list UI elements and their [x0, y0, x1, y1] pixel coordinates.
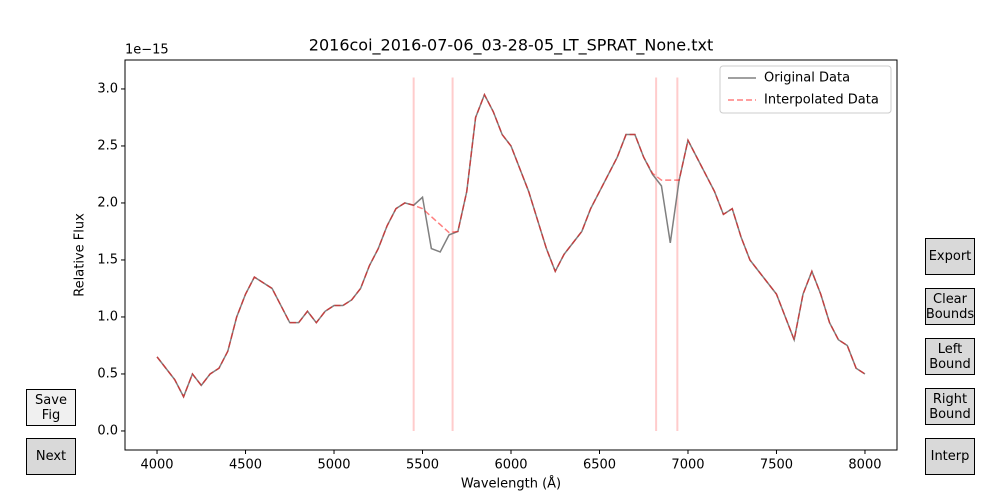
- series-line: [156, 92, 866, 399]
- x-tick-label: 5500: [406, 458, 439, 473]
- y-tick-label: 1.0: [97, 309, 118, 324]
- x-axis-label: Wavelength (Å): [461, 476, 561, 492]
- x-tick-label: 6000: [494, 458, 527, 473]
- x-tick-label: 8000: [848, 458, 881, 473]
- button[interactable]: Right Bound: [925, 388, 975, 425]
- y-tick-label: 2.5: [97, 138, 118, 153]
- legend-label: Original Data: [764, 71, 850, 86]
- x-tick-label: 7500: [760, 458, 793, 473]
- y-tick-label: 3.0: [97, 81, 118, 96]
- plot-frame: [124, 59, 898, 451]
- button[interactable]: Export: [925, 238, 975, 275]
- series-line: [156, 92, 866, 399]
- y-tick-label: 0.5: [97, 366, 118, 381]
- legend-label: Interpolated Data: [764, 93, 879, 108]
- button[interactable]: Interp: [925, 438, 975, 475]
- x-tick-label: 5000: [317, 458, 350, 473]
- legend-box: [719, 65, 892, 114]
- button[interactable]: Clear Bounds: [925, 288, 975, 325]
- x-tick-label: 7000: [671, 458, 704, 473]
- x-tick-label: 4500: [229, 458, 262, 473]
- y-axis-label: Relative Flux: [73, 213, 88, 297]
- chart-title: 2016coi_2016-07-06_03-28-05_LT_SPRAT_Non…: [309, 36, 713, 56]
- button[interactable]: Next: [26, 438, 76, 475]
- y-tick-label: 2.0: [97, 195, 118, 210]
- button[interactable]: Left Bound: [925, 338, 975, 375]
- x-tick-label: 6500: [583, 458, 616, 473]
- y-offset-label: 1e−15: [125, 43, 169, 58]
- button[interactable]: Save Fig: [26, 389, 76, 426]
- y-tick-label: 0.0: [97, 423, 118, 438]
- y-tick-label: 1.5: [97, 252, 118, 267]
- x-tick-label: 4000: [140, 458, 173, 473]
